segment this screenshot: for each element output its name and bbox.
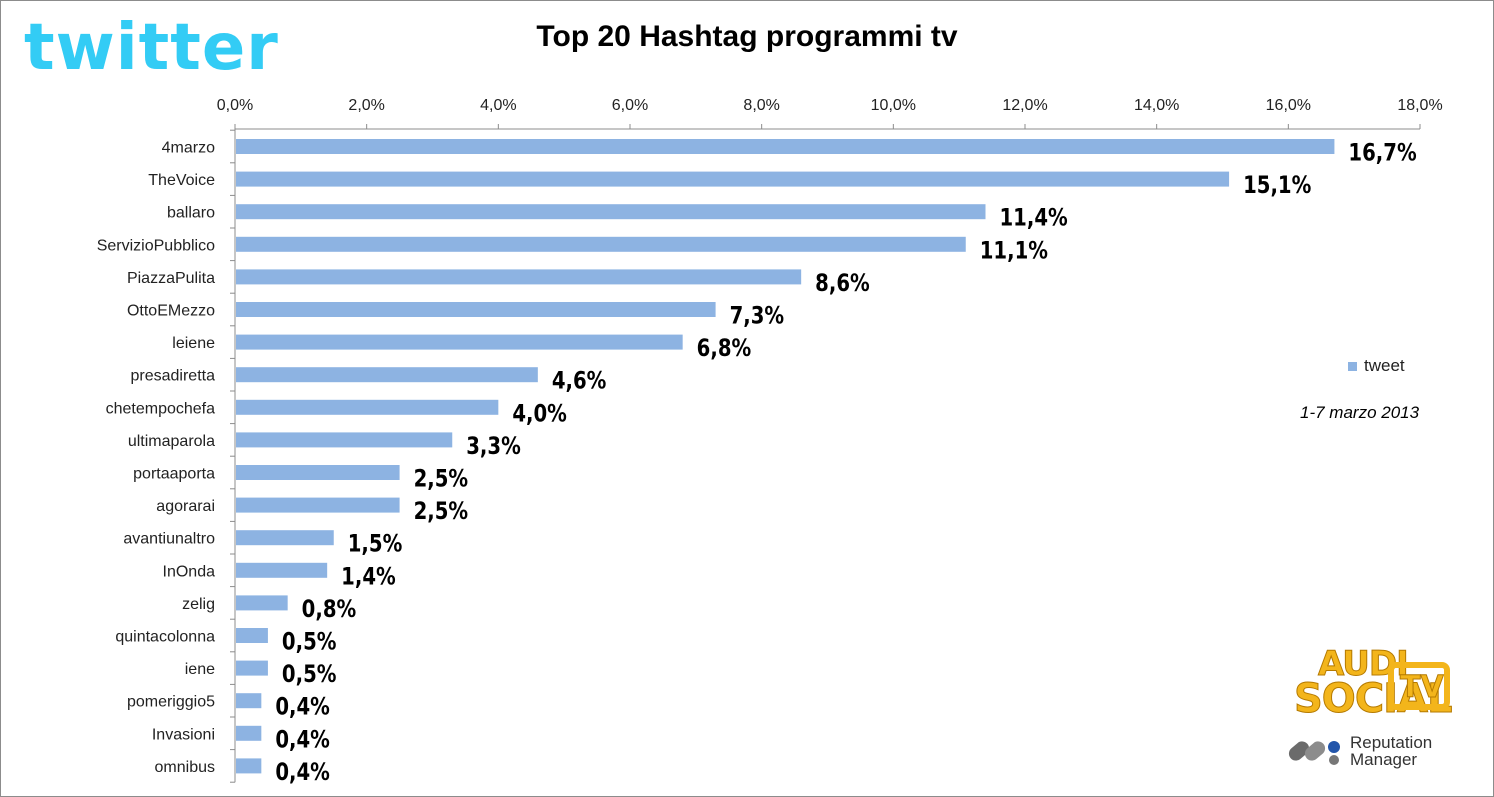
- data-label: 2,5%: [414, 498, 469, 525]
- reputation-manager-logo: Reputation Manager: [1286, 734, 1476, 772]
- bar: [236, 236, 966, 252]
- category-label: chetempochefa: [106, 400, 216, 417]
- category-label: ServizioPubblico: [97, 237, 215, 254]
- x-tick-label: 10,0%: [871, 97, 916, 114]
- data-label: 6,8%: [697, 335, 752, 362]
- social-text: SOCIAL: [1294, 676, 1453, 723]
- category-label: agorarai: [156, 498, 215, 515]
- category-label: Invasioni: [152, 726, 215, 743]
- category-label: pomeriggio5: [127, 694, 215, 711]
- category-label: ultimaparola: [128, 433, 215, 450]
- category-label: avantiunaltro: [123, 531, 215, 548]
- category-label: iene: [185, 661, 215, 678]
- data-label: 0,4%: [275, 694, 330, 721]
- reputation-text: Reputation: [1350, 733, 1433, 752]
- category-label: ballaro: [167, 205, 215, 222]
- category-label: OttoEMezzo: [127, 303, 215, 320]
- category-label: InOnda: [163, 563, 216, 580]
- data-label: 4,0%: [512, 401, 567, 428]
- data-label: 1,4%: [341, 564, 396, 591]
- bar: [236, 367, 538, 383]
- data-label: 11,1%: [980, 238, 1048, 265]
- data-label: 11,4%: [1000, 205, 1068, 232]
- x-tick-label: 14,0%: [1134, 97, 1179, 114]
- data-label: 1,5%: [348, 531, 403, 558]
- data-label: 16,7%: [1348, 140, 1416, 167]
- data-label: 0,4%: [275, 727, 330, 754]
- data-label: 4,6%: [552, 368, 607, 395]
- x-tick-label: 8,0%: [743, 97, 779, 114]
- bar: [236, 269, 802, 285]
- x-tick-label: 4,0%: [480, 97, 516, 114]
- legend-swatch: [1348, 362, 1357, 372]
- category-labels: 4marzo TheVoice ballaro ServizioPubblico Pia…: [97, 140, 215, 776]
- category-label: PiazzaPulita: [127, 270, 215, 287]
- data-label: 0,8%: [302, 596, 357, 623]
- tv-icon: TV: [1388, 662, 1450, 710]
- category-label: omnibus: [155, 759, 215, 776]
- x-tick-label: 16,0%: [1266, 97, 1311, 114]
- data-label: 0,5%: [282, 629, 337, 656]
- bar: [236, 660, 268, 676]
- bar: [236, 497, 400, 513]
- bar: [236, 758, 262, 774]
- data-label: 15,1%: [1243, 172, 1311, 199]
- category-label: presadiretta: [131, 368, 216, 385]
- bars: [236, 139, 1335, 774]
- reputation-manager-mark-icon: [1288, 741, 1340, 765]
- date-annotation: 1-7 marzo 2013: [1300, 403, 1420, 422]
- bar: [236, 693, 262, 709]
- x-tick-label: 6,0%: [612, 97, 648, 114]
- legend-label: tweet: [1364, 356, 1405, 375]
- data-labels: 16,7% 15,1% 11,4% 11,1% 8,6% 7,3% 6,8% 4,6% 4,0%…: [275, 140, 1416, 787]
- tv-text: TV: [1400, 670, 1445, 706]
- x-axis: 0,0% 2,0% 4,0% 6,0% 8,0% 10,0% 12,0% 14,0% 16,0%…: [217, 97, 1443, 783]
- bar: [236, 204, 986, 220]
- bar: [236, 432, 453, 448]
- bar: [236, 725, 262, 741]
- bar: [236, 595, 288, 611]
- x-tick-label: 12,0%: [1002, 97, 1047, 114]
- twitter-logo: twitter: [24, 11, 279, 85]
- data-label: 0,4%: [275, 759, 330, 786]
- data-label: 3,3%: [466, 433, 521, 460]
- data-label: 7,3%: [730, 303, 785, 330]
- bar: [236, 302, 716, 317]
- x-tick-label: 0,0%: [217, 97, 253, 114]
- bar: [236, 171, 1230, 187]
- data-label: 2,5%: [414, 466, 469, 493]
- bar: [236, 334, 683, 350]
- bar: [236, 628, 268, 643]
- category-label: 4marzo: [162, 140, 215, 157]
- bar: [236, 562, 328, 578]
- bar: [236, 530, 334, 546]
- category-label: leiene: [172, 335, 215, 352]
- bar: [236, 465, 400, 480]
- category-label: portaaporta: [133, 466, 215, 483]
- data-label: 0,5%: [282, 661, 337, 688]
- category-label: quintacolonna: [115, 629, 215, 646]
- x-tick-label: 2,0%: [348, 97, 384, 114]
- data-label: 8,6%: [815, 270, 870, 297]
- x-tick-label: 18,0%: [1397, 97, 1442, 114]
- chart-title: Top 20 Hashtag programmi tv: [536, 20, 958, 53]
- manager-text: Manager: [1350, 750, 1418, 769]
- legend: tweet: [1348, 356, 1405, 376]
- bar: [236, 399, 499, 415]
- audisocial-tv-logo: AUDI SOCIAL TV: [1294, 644, 1464, 726]
- category-label: zelig: [182, 596, 215, 613]
- bar: [236, 139, 1335, 154]
- category-label: TheVoice: [148, 172, 215, 189]
